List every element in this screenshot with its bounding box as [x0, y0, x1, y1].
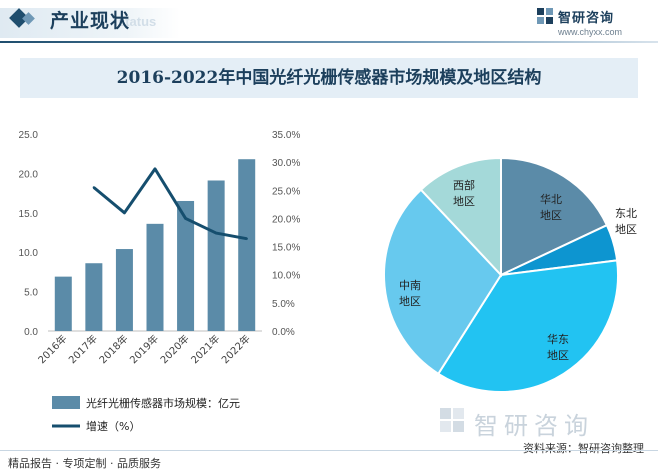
x-tick-label: 2017年: [66, 332, 100, 366]
pie-label: 西部: [453, 178, 475, 192]
footer-divider: [0, 450, 658, 451]
y-left-tick: 15.0: [19, 209, 39, 220]
pie-label-line2: 地区: [547, 349, 569, 362]
brand-url[interactable]: www.chyxx.com: [558, 27, 623, 37]
bar: [146, 223, 164, 331]
growth-point: [214, 231, 218, 235]
pie-slice: [500, 156, 609, 277]
y-left-tick: 5.0: [24, 288, 38, 299]
y-left-tick: 10.0: [19, 248, 39, 259]
y-right-tick: 15.0%: [272, 243, 300, 254]
x-tick-label: 2016年: [35, 332, 69, 366]
pie-label: 东北: [615, 207, 637, 220]
x-tick-label: 2019年: [127, 332, 161, 366]
growth-point: [123, 211, 126, 214]
footer-brand: 智研咨询: [474, 412, 594, 440]
brand-block[interactable]: 智研咨询 www.chyxx.com: [536, 4, 646, 44]
y-left-tick: 25.0: [19, 130, 39, 141]
pie-label-line2: 地区: [453, 195, 475, 208]
footer-logo-icon: [440, 408, 464, 432]
x-tick-label: 2018年: [96, 332, 130, 366]
growth-line: [92, 167, 247, 241]
pie-slice: [383, 188, 503, 376]
y-right-tick: 25.0%: [272, 186, 300, 197]
chart-title: 2016-2022年中国光纤光栅传感器市场规模及地区结构: [116, 68, 542, 88]
page-footer: 精品报告 · 专项定制 · 品质服务: [0, 444, 658, 474]
pie-label-line2: 地区: [615, 223, 637, 236]
bar: [177, 200, 195, 331]
y-right-tick: 0.0%: [272, 327, 295, 338]
bar: [207, 180, 225, 331]
y-right-tick: 20.0%: [272, 214, 300, 225]
pie-label-line2: 地区: [540, 209, 562, 222]
brand-name: 智研咨询: [558, 11, 615, 26]
header-subtitle: status: [118, 14, 157, 29]
pie-label-line2: 地区: [399, 295, 421, 308]
x-tick-label: 2022年: [219, 332, 253, 366]
pie-label: 华北: [540, 192, 562, 206]
chart-title-box: 2016-2022年中国光纤光栅传感器市场规模及地区结构: [20, 58, 638, 98]
y-left-tick: 20.0: [19, 169, 39, 180]
source-note: 资料来源：智研咨询整理: [523, 442, 644, 455]
pie-label: 华东: [547, 332, 569, 346]
header-divider: [0, 41, 658, 43]
x-tick-label: 2020年: [157, 332, 191, 366]
page-header: status 产业现状 智研咨询 www.chyxx.com: [0, 0, 658, 44]
legend-bar-label: 光纤光栅传感器市场规模：亿元: [86, 396, 240, 410]
y-left-tick: 0.0: [24, 327, 38, 338]
y-right-tick: 10.0%: [272, 271, 300, 282]
pie-slice: [436, 259, 619, 393]
bar: [54, 276, 72, 331]
legend-line-label: 增速（%）: [86, 419, 140, 433]
growth-point: [245, 237, 248, 240]
footer-tagline: 精品报告 · 专项定制 · 品质服务: [8, 457, 161, 470]
growth-point: [92, 186, 96, 189]
y-right-tick: 5.0%: [272, 299, 295, 310]
pie-label: 中南: [399, 279, 421, 292]
x-tick-label: 2021年: [188, 332, 222, 366]
y-right-tick: 30.0%: [272, 158, 300, 169]
header-title: 产业现状: [50, 10, 131, 32]
y-right-tick: 35.0%: [272, 130, 300, 141]
growth-point: [184, 217, 187, 220]
legend-bar-swatch: [52, 396, 80, 409]
bar: [238, 159, 256, 331]
bar: [85, 263, 103, 331]
bar: [115, 249, 133, 331]
pie-slice: [419, 156, 502, 278]
growth-point: [153, 167, 157, 171]
brand-logo-icon: [537, 8, 553, 24]
